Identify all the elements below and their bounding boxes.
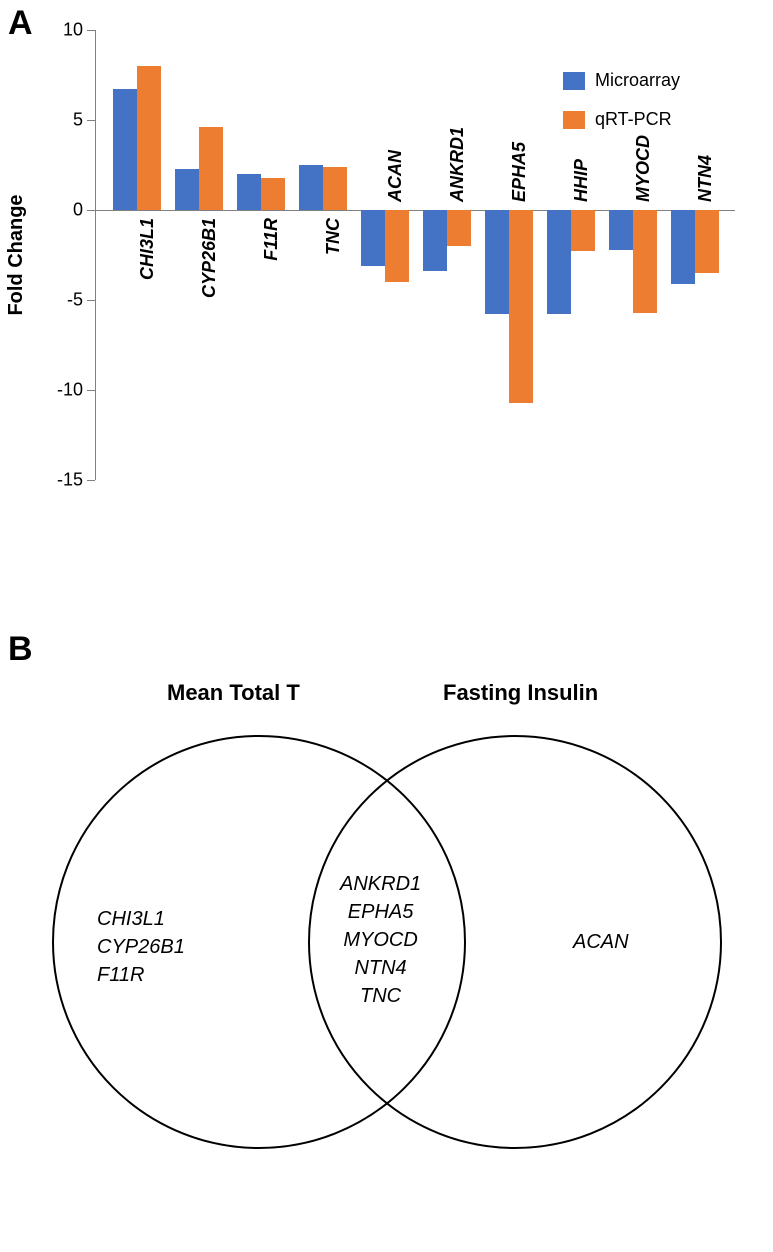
category-label: CYP26B1 (199, 218, 220, 298)
bar (547, 210, 571, 314)
bar (113, 89, 137, 210)
legend: Microarray qRT-PCR (563, 70, 680, 148)
legend-label: qRT-PCR (595, 109, 672, 130)
category-label: HHIP (571, 159, 592, 202)
legend-item-qrtpcr: qRT-PCR (563, 109, 680, 130)
y-tick-label: 10 (63, 20, 95, 41)
category-label: ANKRD1 (447, 127, 468, 202)
y-tick-label: -5 (67, 290, 95, 311)
bar (609, 210, 633, 250)
y-axis (95, 30, 96, 480)
venn-right-list: ACAN (573, 928, 629, 956)
venn-diagram: Mean Total T Fasting Insulin CHI3L1CYP26… (50, 680, 720, 1200)
bar (385, 210, 409, 282)
y-tick-label: 0 (73, 200, 95, 221)
bar (299, 165, 323, 210)
category-label: EPHA5 (509, 142, 530, 202)
bar (361, 210, 385, 266)
bar (237, 174, 261, 210)
venn-left-list: CHI3L1CYP26B1F11R (97, 905, 185, 989)
bar (323, 167, 347, 210)
legend-label: Microarray (595, 70, 680, 91)
y-tick-label: 5 (73, 110, 95, 131)
bar (199, 127, 223, 210)
category-label: NTN4 (695, 155, 716, 202)
venn-intersection-list: ANKRD1EPHA5MYOCDNTN4TNC (340, 870, 421, 1010)
bar (633, 210, 657, 313)
legend-swatch (563, 72, 585, 90)
bar (509, 210, 533, 403)
figure: A Fold Change -15-10-50510CHI3L1CYP26B1F… (0, 0, 773, 1252)
y-axis-label: Fold Change (5, 194, 28, 315)
bar (423, 210, 447, 271)
legend-swatch (563, 111, 585, 129)
category-label: TNC (323, 218, 344, 255)
category-label: ACAN (385, 150, 406, 202)
panel-a-label: A (8, 4, 33, 43)
panel-b-label: B (8, 630, 33, 669)
venn-left-title: Mean Total T (167, 680, 300, 706)
bar (447, 210, 471, 246)
bar (671, 210, 695, 284)
bar (571, 210, 595, 251)
bar (485, 210, 509, 314)
category-label: F11R (261, 218, 282, 261)
category-label: CHI3L1 (137, 218, 158, 280)
bar-chart: -15-10-50510CHI3L1CYP26B1F11RTNCACANANKR… (95, 30, 735, 480)
venn-right-title: Fasting Insulin (443, 680, 598, 706)
bar (175, 169, 199, 210)
y-tick-label: -10 (57, 380, 95, 401)
bar (695, 210, 719, 273)
bar (137, 66, 161, 210)
legend-item-microarray: Microarray (563, 70, 680, 91)
bar (261, 178, 285, 210)
y-tick-label: -15 (57, 470, 95, 491)
